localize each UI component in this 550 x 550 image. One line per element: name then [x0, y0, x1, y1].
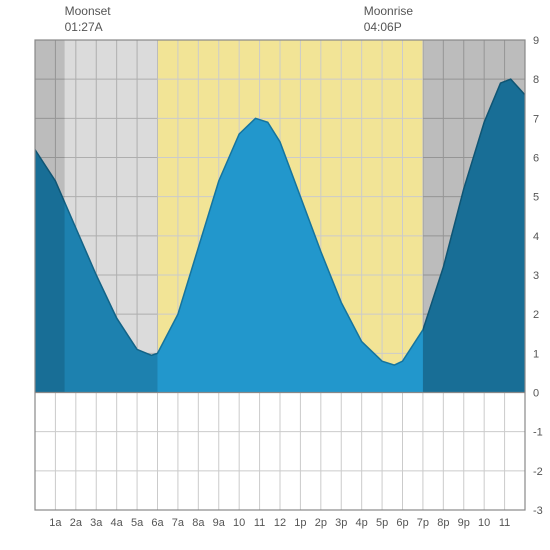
svg-text:7a: 7a: [172, 517, 185, 529]
svg-text:4a: 4a: [111, 517, 124, 529]
svg-text:8p: 8p: [437, 517, 449, 529]
svg-text:7p: 7p: [417, 517, 429, 529]
svg-text:2: 2: [533, 309, 539, 321]
svg-text:0: 0: [533, 388, 539, 400]
moonset-annotation: Moonset 01:27A: [65, 4, 111, 35]
svg-text:12: 12: [274, 517, 286, 529]
moonset-label: Moonset: [65, 4, 111, 18]
svg-text:9a: 9a: [213, 517, 226, 529]
moonset-time: 01:27A: [65, 20, 111, 36]
svg-text:4p: 4p: [356, 517, 368, 529]
svg-text:-2: -2: [533, 466, 543, 478]
svg-text:9: 9: [533, 35, 539, 47]
svg-text:1p: 1p: [294, 517, 306, 529]
svg-text:9p: 9p: [458, 517, 470, 529]
svg-text:1a: 1a: [49, 517, 62, 529]
svg-text:5: 5: [533, 192, 539, 204]
tide-chart-container: Moonset 01:27A Moonrise 04:06P -3-2-1012…: [0, 0, 550, 550]
svg-text:11: 11: [254, 517, 265, 529]
svg-text:3a: 3a: [90, 517, 103, 529]
moonrise-annotation: Moonrise 04:06P: [364, 4, 413, 35]
svg-text:-3: -3: [533, 505, 543, 517]
svg-text:2a: 2a: [70, 517, 83, 529]
svg-text:5p: 5p: [376, 517, 388, 529]
svg-text:-1: -1: [533, 427, 543, 439]
svg-text:1: 1: [533, 348, 539, 360]
svg-text:6: 6: [533, 153, 539, 165]
svg-text:8a: 8a: [192, 517, 205, 529]
svg-text:8: 8: [533, 74, 539, 86]
svg-text:3p: 3p: [335, 517, 347, 529]
moonrise-time: 04:06P: [364, 20, 413, 36]
svg-text:7: 7: [533, 113, 539, 125]
svg-text:2p: 2p: [315, 517, 327, 529]
moonrise-label: Moonrise: [364, 4, 413, 18]
svg-text:6a: 6a: [151, 517, 164, 529]
svg-text:10: 10: [478, 517, 490, 529]
svg-text:3: 3: [533, 270, 539, 282]
svg-text:10: 10: [233, 517, 245, 529]
tide-chart: -3-2-101234567891a2a3a4a5a6a7a8a9a101112…: [0, 0, 550, 550]
svg-text:5a: 5a: [131, 517, 144, 529]
svg-text:11: 11: [499, 517, 510, 529]
svg-text:4: 4: [533, 231, 539, 243]
svg-text:6p: 6p: [396, 517, 408, 529]
